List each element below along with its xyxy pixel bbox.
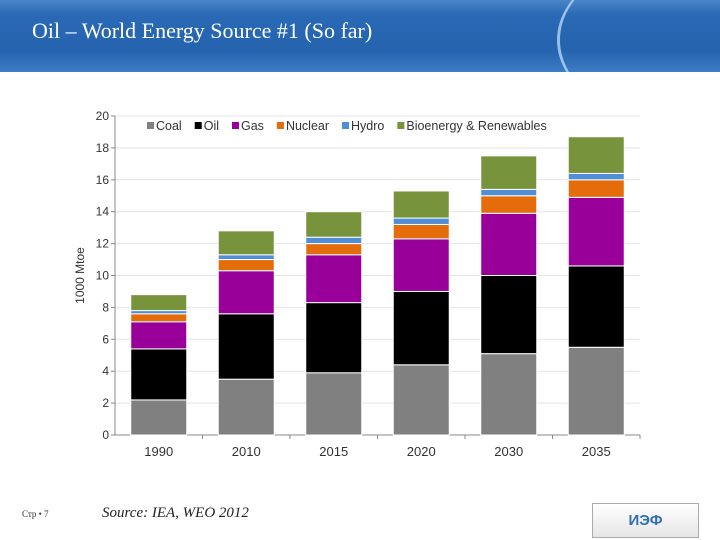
y-tick-label: 14 <box>96 205 110 219</box>
bar-segment-coal <box>217 378 275 436</box>
legend-entry: Hydro <box>351 119 384 133</box>
bar-segment-hydro <box>217 254 275 261</box>
decorative-swoosh <box>557 0 720 72</box>
bar-segment-coal <box>130 399 188 436</box>
bar-segment-gas <box>305 254 363 304</box>
x-tick-label: 2020 <box>407 444 436 459</box>
x-tick-label: 2035 <box>582 444 611 459</box>
legend-swatch <box>194 122 202 129</box>
bar-segment-bioenergy-renewables <box>217 230 275 256</box>
bar-segment-bioenergy-renewables <box>567 136 625 174</box>
legend-entry: Coal <box>156 119 182 133</box>
y-tick-label: 16 <box>96 173 110 187</box>
y-axis-label: 1000 Mtoe <box>73 247 87 304</box>
bar-segment-nuclear <box>130 313 188 323</box>
bar-segment-nuclear <box>567 179 625 198</box>
legend-entry: Bioenergy & Renewables <box>406 119 546 133</box>
x-tick-label: 2015 <box>319 444 348 459</box>
slide-title: Oil – World Energy Source #1 (So far) <box>32 18 373 43</box>
bar-segment-coal <box>480 353 538 436</box>
bar-segment-hydro <box>480 188 538 197</box>
y-tick-label: 0 <box>102 428 109 442</box>
bar-segment-oil <box>305 302 363 374</box>
bar-segment-coal <box>392 364 450 436</box>
bar-segment-bioenergy-renewables <box>392 190 450 219</box>
x-tick-label: 2010 <box>232 444 261 459</box>
logo-badge: ИЭФ <box>592 503 699 538</box>
legend-swatch <box>232 122 239 129</box>
x-tick-label: 1990 <box>144 444 173 459</box>
bar-segment-coal <box>567 346 625 436</box>
legend-swatch <box>147 122 154 129</box>
bar-segment-bioenergy-renewables <box>130 294 188 312</box>
y-tick-label: 8 <box>102 300 109 314</box>
bar-segment-oil <box>392 290 450 366</box>
y-tick-label: 10 <box>96 269 110 283</box>
bar-segment-nuclear <box>305 243 363 256</box>
bar-segment-nuclear <box>480 195 538 214</box>
y-tick-label: 2 <box>102 396 109 410</box>
legend-entry: Nuclear <box>286 119 329 133</box>
legend-entry: Gas <box>241 119 264 133</box>
bar-segment-hydro <box>392 217 450 225</box>
bar-segment-coal <box>305 372 363 436</box>
y-tick-label: 6 <box>102 332 109 346</box>
y-tick-label: 12 <box>96 237 110 251</box>
page-number: Стр • 7 <box>22 509 49 519</box>
bar-segment-gas <box>567 196 625 267</box>
bar-segment-gas <box>392 238 450 292</box>
legend-entry: Oil <box>204 119 219 133</box>
bar-segment-gas <box>480 212 538 276</box>
bar-segment-nuclear <box>217 259 275 272</box>
legend-swatch <box>342 122 350 129</box>
bar-segment-bioenergy-renewables <box>305 211 363 238</box>
bar-segment-oil <box>480 275 538 355</box>
legend-swatch <box>276 122 284 129</box>
bar-segment-oil <box>567 265 625 348</box>
bar-segment-gas <box>130 321 188 350</box>
bar-segment-nuclear <box>392 223 450 240</box>
bar-segment-oil <box>217 313 275 380</box>
bar-segment-bioenergy-renewables <box>480 155 538 190</box>
bar-segment-hydro <box>305 236 363 245</box>
bar-segment-hydro <box>567 172 625 181</box>
legend-swatch <box>397 122 405 129</box>
y-tick-label: 20 <box>96 109 110 123</box>
bar-segment-gas <box>217 270 275 315</box>
x-tick-label: 2030 <box>494 444 523 459</box>
bar-segment-oil <box>130 348 188 401</box>
y-tick-label: 4 <box>102 364 109 378</box>
slide-header: Oil – World Energy Source #1 (So far) <box>0 0 720 72</box>
y-tick-label: 18 <box>96 141 110 155</box>
source-note: Source: IEA, WEO 2012 <box>102 505 249 521</box>
